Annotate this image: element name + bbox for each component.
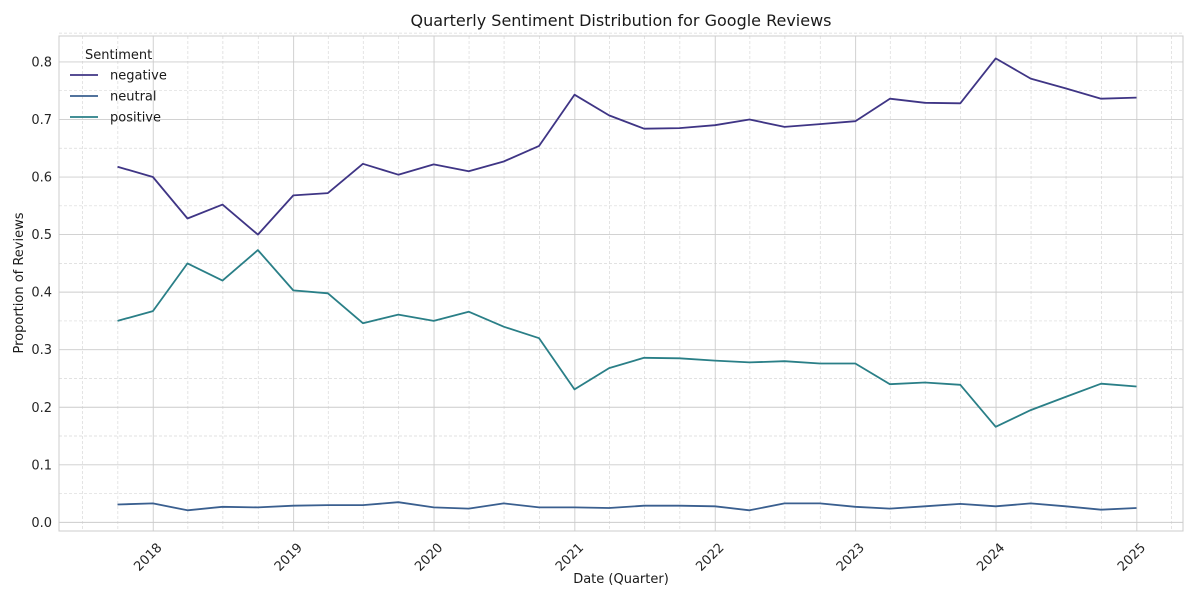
y-tick-label: 0.8	[31, 55, 52, 70]
x-tick-label: 2019	[272, 541, 306, 575]
y-tick-label: 0.2	[31, 401, 52, 416]
y-tick-label: 0.4	[31, 286, 52, 301]
legend-title: Sentiment	[85, 48, 152, 63]
x-tick-label: 2025	[1115, 541, 1149, 575]
chart-title: Quarterly Sentiment Distribution for Goo…	[410, 11, 831, 30]
series-line-positive	[117, 249, 1137, 428]
y-tick-label: 0.6	[31, 171, 52, 186]
y-axis-ticks: 0.0 0.1 0.2 0.3 0.4 0.5 0.6 0.7 0.8	[31, 55, 52, 530]
series-line-neutral	[117, 501, 1137, 512]
y-tick-label: 0.5	[31, 228, 52, 243]
x-tick-label: 2020	[412, 541, 446, 575]
x-axis-label: Date (Quarter)	[573, 572, 669, 587]
y-axis-label: Proportion of Reviews	[12, 212, 27, 353]
series-lines	[117, 57, 1137, 512]
legend-label-positive: positive	[110, 111, 161, 126]
y-tick-label: 0.0	[31, 516, 52, 531]
x-tick-label: 2021	[553, 541, 587, 575]
x-axis-ticks: 2018 2019 2020 2021 2022 2023 2024 2025	[131, 541, 1149, 575]
x-tick-label: 2024	[974, 541, 1008, 575]
x-tick-label: 2023	[834, 541, 868, 575]
legend-label-negative: negative	[110, 69, 167, 84]
grid	[59, 32, 1183, 531]
y-tick-label: 0.7	[31, 113, 52, 128]
plot-frame	[58, 35, 1184, 532]
legend-label-neutral: neutral	[110, 90, 157, 105]
legend: Sentiment negative neutral positive	[70, 48, 167, 126]
y-tick-label: 0.3	[31, 343, 52, 358]
x-tick-label: 2022	[693, 541, 727, 575]
y-tick-label: 0.1	[31, 458, 52, 473]
series-line-negative	[117, 57, 1137, 236]
x-tick-label: 2018	[131, 541, 165, 575]
